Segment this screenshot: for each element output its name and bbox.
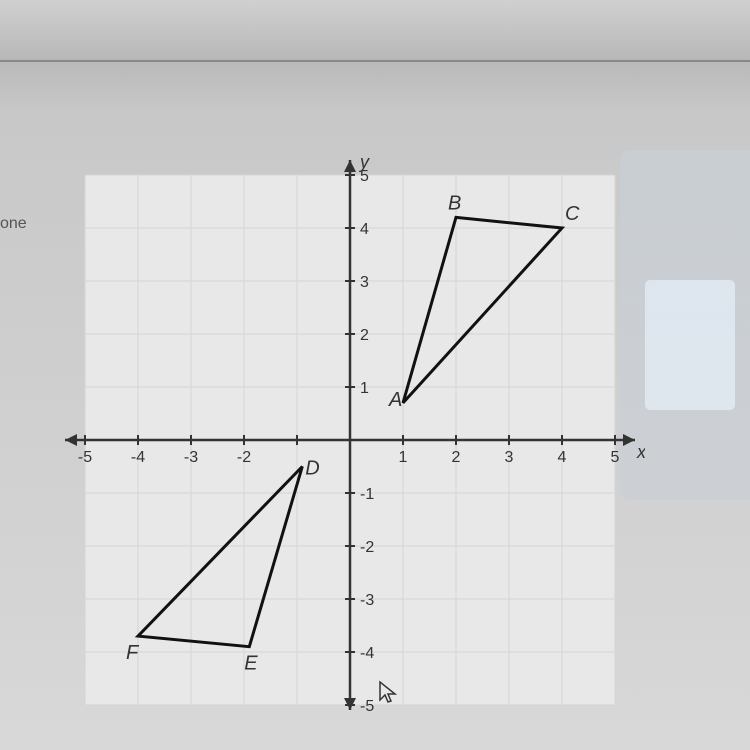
svg-text:5: 5 [611, 449, 620, 466]
coordinate-plane-chart: -5-4-3-212345 -5-4-3-2-112345 y x ABCDEF [55, 150, 645, 720]
top-bar [0, 0, 750, 62]
svg-text:4: 4 [360, 221, 369, 238]
svg-text:1: 1 [399, 449, 408, 466]
x-axis-left-arrow [65, 434, 77, 446]
side-text: one [0, 215, 27, 233]
vertex-label: B [448, 192, 461, 214]
svg-text:2: 2 [360, 327, 369, 344]
svg-text:1: 1 [360, 380, 369, 397]
svg-text:3: 3 [360, 274, 369, 291]
svg-text:-5: -5 [360, 698, 374, 715]
vertex-label: D [305, 458, 319, 480]
vertex-label: A [388, 389, 402, 411]
svg-text:-2: -2 [360, 539, 374, 556]
vertex-label: C [565, 203, 580, 225]
svg-text:-5: -5 [78, 449, 92, 466]
x-axis-right-arrow [623, 434, 635, 446]
vertex-label: F [126, 642, 140, 664]
window-pane [645, 280, 735, 410]
svg-text:4: 4 [558, 449, 567, 466]
vertex-label: E [244, 653, 258, 675]
svg-text:-3: -3 [360, 592, 374, 609]
y-axis-up-arrow [344, 160, 356, 172]
svg-text:-4: -4 [131, 449, 145, 466]
svg-text:3: 3 [505, 449, 514, 466]
svg-text:-1: -1 [360, 486, 374, 503]
svg-text:-2: -2 [237, 449, 251, 466]
svg-text:2: 2 [452, 449, 461, 466]
cursor-icon [378, 680, 398, 711]
y-axis-label: y [358, 152, 370, 172]
svg-text:-4: -4 [360, 645, 374, 662]
svg-text:-3: -3 [184, 449, 198, 466]
x-axis-label: x [636, 442, 645, 462]
